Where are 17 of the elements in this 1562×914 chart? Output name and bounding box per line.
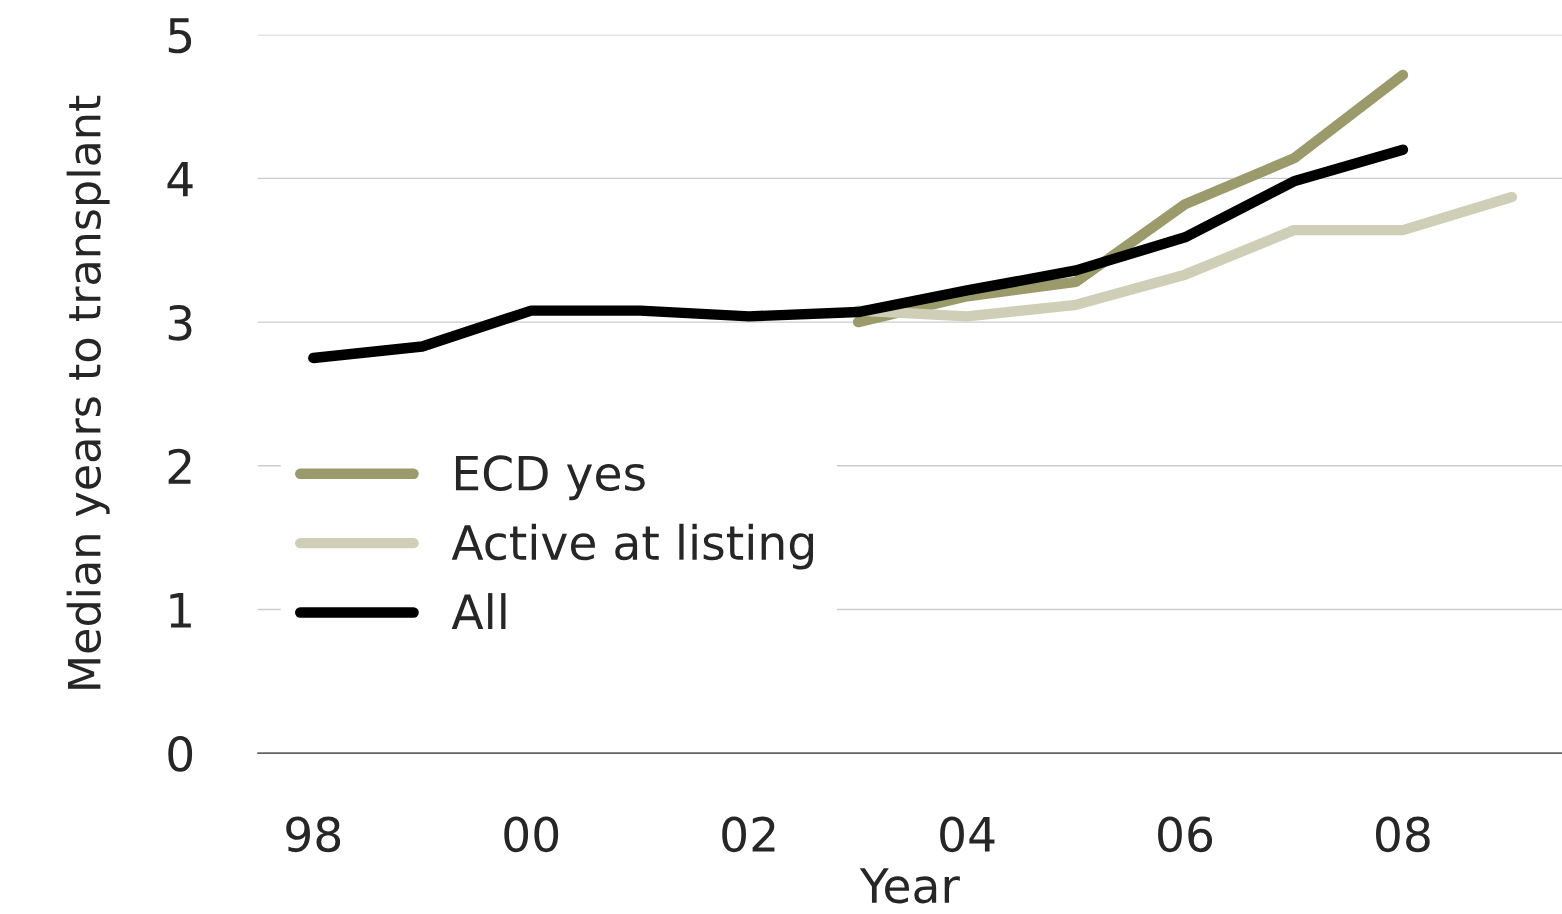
y-tick-label: 5: [168, 18, 192, 54]
x-tick-label: 08: [1375, 816, 1430, 853]
x-tick-label: 02: [722, 816, 775, 853]
y-axis-title: Median years to transplant: [66, 95, 110, 689]
y-tick-label: 0: [168, 736, 193, 772]
legend-label: All: [451, 593, 506, 629]
y-tick-label: 1: [170, 592, 191, 628]
y-tick-label: 2: [168, 448, 191, 484]
x-tick-label: 06: [1158, 816, 1213, 853]
legend-label: Active at listing: [451, 523, 813, 570]
x-axis-title: Year: [859, 868, 960, 904]
x-tick-label: 04: [940, 816, 995, 853]
y-tick-label: 3: [168, 304, 192, 341]
x-tick-label: 98: [286, 816, 341, 853]
x-tick-label: 00: [504, 816, 559, 853]
y-tick-label: 4: [167, 161, 193, 197]
legend-label: ECD yes: [455, 455, 645, 501]
